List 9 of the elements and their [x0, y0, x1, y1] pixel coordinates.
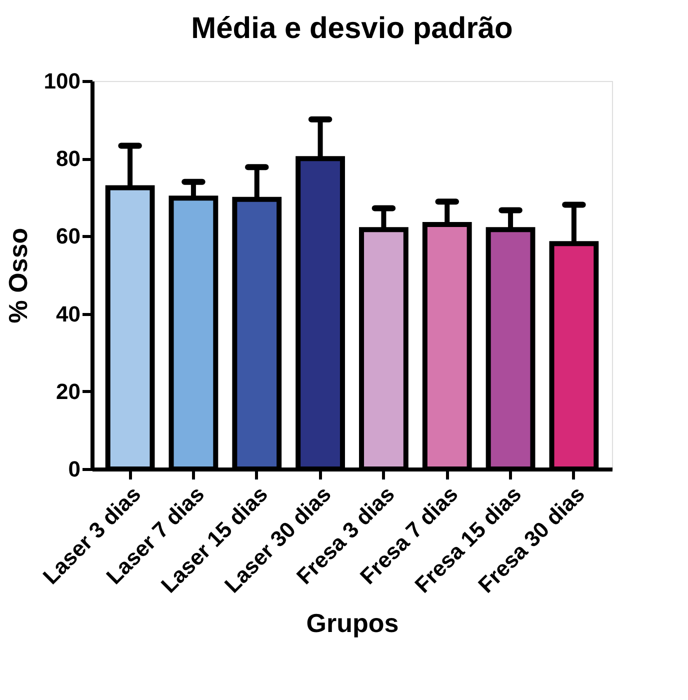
y-axis-title: % Osso	[2, 228, 33, 324]
chart-title: Média e desvio padrão	[191, 12, 513, 45]
y-tick-label: 60	[56, 224, 80, 249]
y-tick-label: 20	[56, 378, 80, 404]
y-tick-label: 80	[56, 146, 80, 172]
y-tick-label: 40	[56, 301, 80, 326]
y-tick-label: 0	[68, 456, 80, 482]
y-tick-label: 100	[44, 68, 80, 94]
x-axis-title: Grupos	[306, 608, 399, 638]
